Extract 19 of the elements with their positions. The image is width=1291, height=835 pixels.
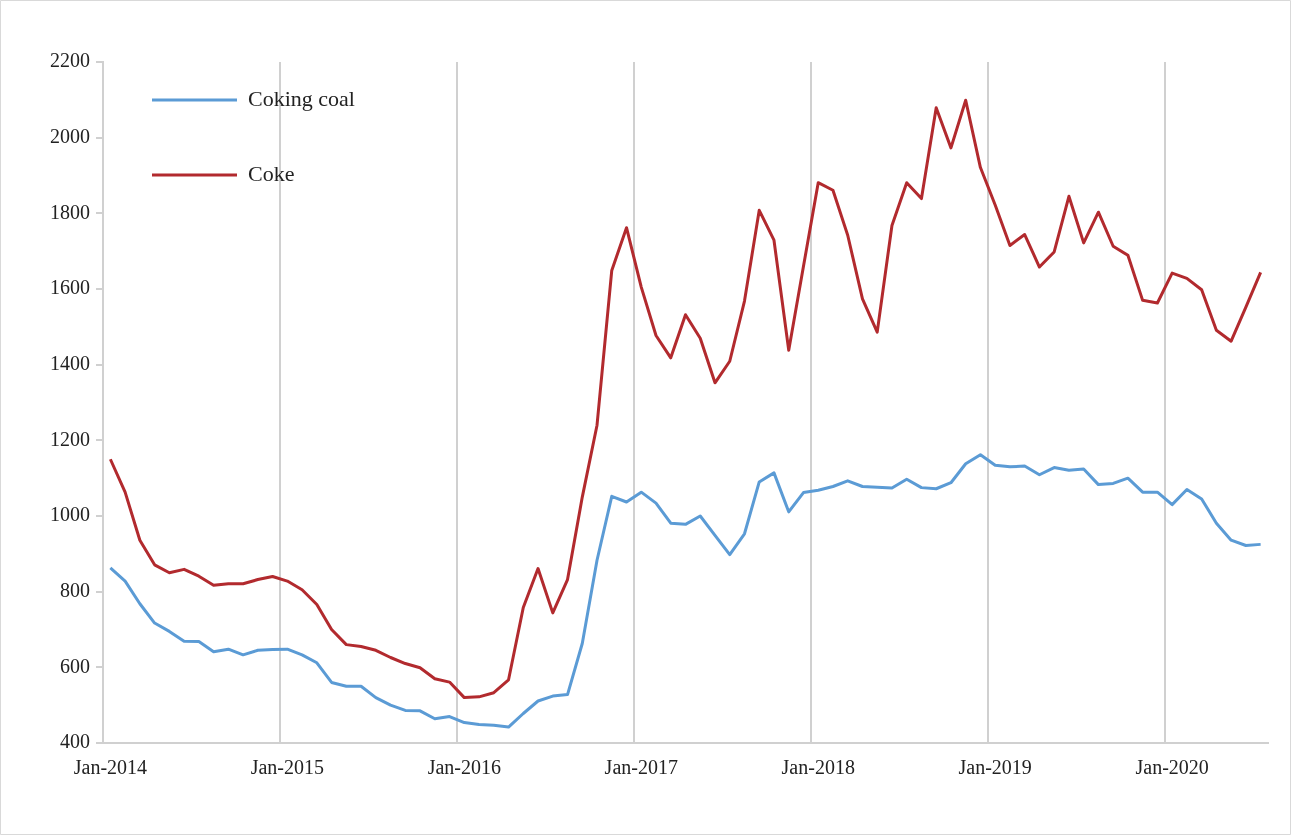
y-tick-label: 600 [60, 654, 90, 677]
y-tick-label: 400 [60, 730, 90, 753]
y-tick-label: 1400 [50, 351, 90, 374]
y-tick-label: 2200 [50, 49, 90, 72]
y-tick-label: 1800 [50, 200, 90, 223]
x-tick-label: Jan-2020 [1135, 756, 1209, 779]
x-tick-label: Jan-2018 [781, 756, 855, 779]
legend-label: Coke [248, 160, 295, 186]
y-tick-label: 2000 [50, 124, 90, 147]
y-tick-label: 800 [60, 578, 90, 601]
y-tick-label: 1200 [50, 427, 90, 450]
y-tick-label: 1000 [50, 503, 90, 526]
y-tick-label: 1600 [50, 276, 90, 299]
x-tick-label: Jan-2017 [604, 756, 678, 779]
x-tick-label: Jan-2015 [250, 756, 324, 779]
x-tick-label: Jan-2014 [73, 756, 148, 779]
x-tick-label: Jan-2019 [958, 756, 1032, 779]
x-tick-label: Jan-2016 [427, 756, 501, 779]
legend-label: Coking coal [248, 85, 355, 111]
